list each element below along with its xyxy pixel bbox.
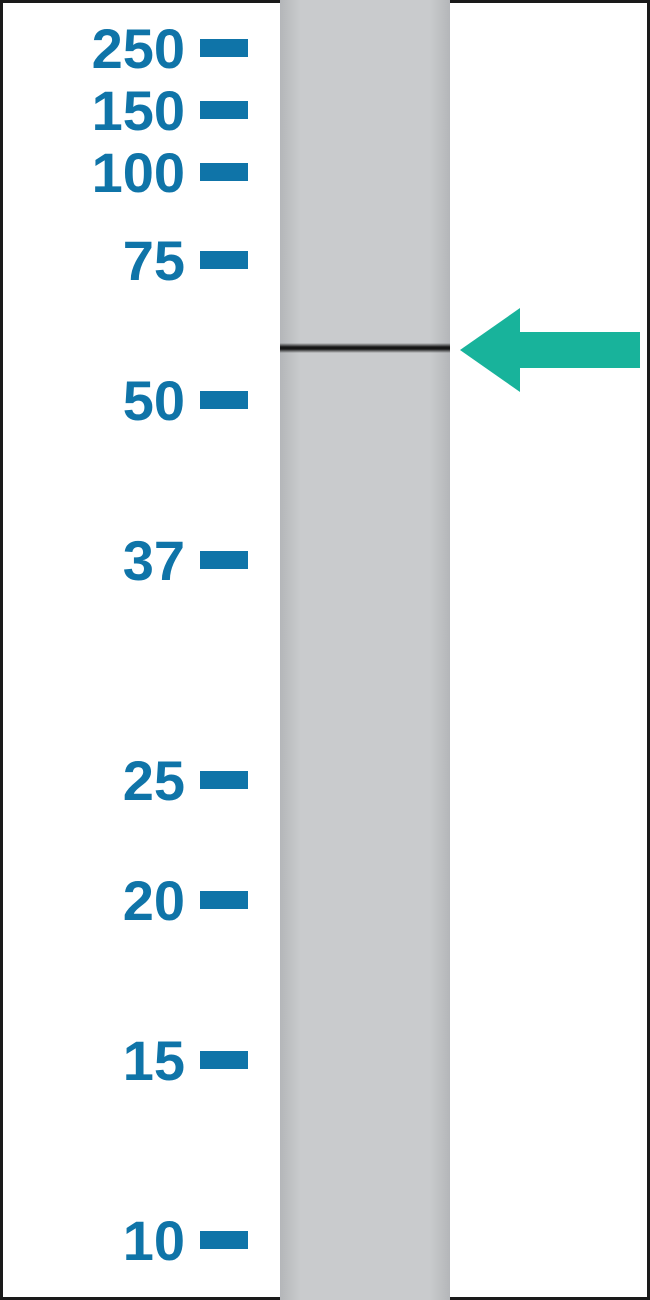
mw-label-25: 25: [123, 748, 185, 813]
mw-label-100: 100: [92, 140, 185, 205]
mw-tick-20: [200, 891, 248, 909]
mw-tick-100: [200, 163, 248, 181]
arrow-shaft: [520, 332, 640, 368]
mw-tick-25: [200, 771, 248, 789]
mw-label-150: 150: [92, 78, 185, 143]
sample-lane: [280, 0, 450, 1300]
mw-label-37: 37: [123, 528, 185, 593]
protein-band: [280, 343, 450, 353]
mw-tick-10: [200, 1231, 248, 1249]
mw-label-250: 250: [92, 16, 185, 81]
mw-tick-50: [200, 391, 248, 409]
mw-label-75: 75: [123, 228, 185, 293]
mw-label-15: 15: [123, 1028, 185, 1093]
blot-container: 250150100 75 50 37 25 20 15 10: [0, 0, 650, 1300]
mw-tick-250: [200, 39, 248, 57]
mw-tick-15: [200, 1051, 248, 1069]
mw-label-10: 10: [123, 1208, 185, 1273]
mw-label-50: 50: [123, 368, 185, 433]
mw-tick-150: [200, 101, 248, 119]
mw-label-20: 20: [123, 868, 185, 933]
arrow-head-icon: [460, 308, 520, 392]
mw-tick-75: [200, 251, 248, 269]
mw-tick-37: [200, 551, 248, 569]
